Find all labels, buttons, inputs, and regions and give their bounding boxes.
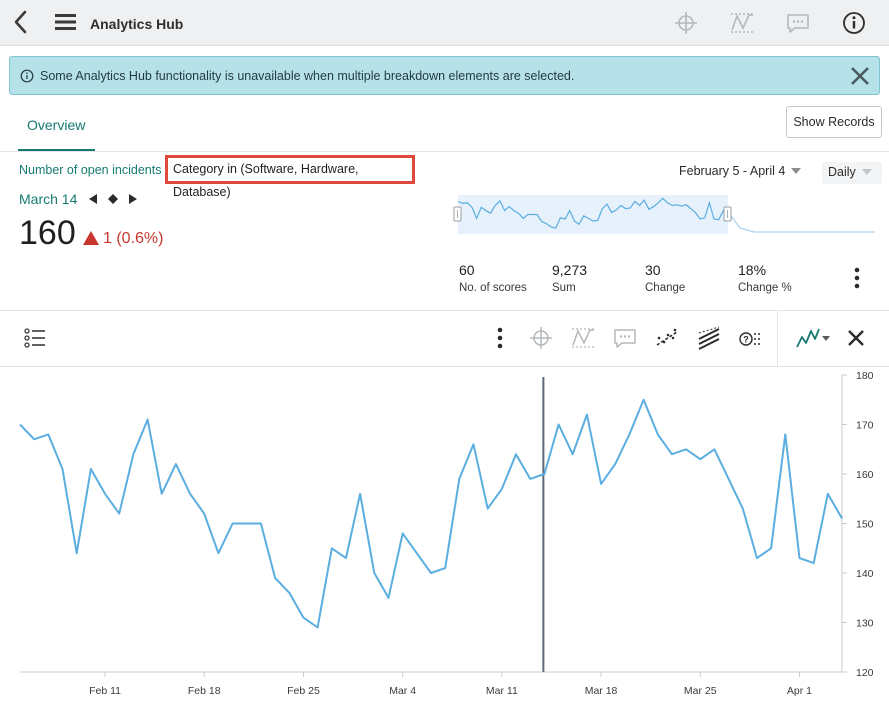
- x-tick-label: Feb 18: [188, 685, 221, 697]
- comment-icon[interactable]: [612, 325, 638, 351]
- y-tick-label: 170: [856, 420, 874, 432]
- stat-value: 9,273: [552, 262, 588, 278]
- banner-message: Some Analytics Hub functionality is unav…: [40, 69, 575, 83]
- y-tick-label: 180: [856, 370, 874, 382]
- app-title: Analytics Hub: [90, 16, 184, 32]
- bands-icon[interactable]: [696, 325, 722, 351]
- frequency-select[interactable]: Daily: [822, 162, 882, 184]
- show-records-button[interactable]: Show Records: [786, 106, 882, 138]
- hamburger-menu-icon[interactable]: [55, 12, 77, 32]
- diamond-icon[interactable]: [106, 192, 120, 206]
- y-tick-label: 140: [856, 568, 874, 580]
- x-tick-label: Apr 1: [787, 685, 812, 697]
- stat-label: Change: [645, 282, 686, 294]
- breakdown-filter[interactable]: Category in (Software, Hardware, Databas…: [165, 155, 415, 199]
- chevron-down-icon: [862, 169, 872, 175]
- scatter-question-icon[interactable]: ?: [738, 325, 764, 351]
- x-tick-label: Mar 4: [389, 685, 416, 697]
- triangle-up-icon: [83, 231, 99, 245]
- selected-range-band: [458, 195, 728, 234]
- tab-divider: [0, 151, 889, 152]
- x-tick-label: Mar 18: [585, 685, 618, 697]
- x-tick-label: Feb 11: [89, 685, 121, 697]
- comment-icon[interactable]: [785, 10, 811, 36]
- toolbar-divider-bottom: [0, 366, 889, 367]
- chevron-left-icon[interactable]: [10, 9, 32, 35]
- x-axis-ticks: Feb 11 Feb 18 Feb 25 Mar 4 Mar 11 Mar 18 Mar 2…: [89, 672, 812, 697]
- sparkline-range-selector[interactable]: [450, 190, 875, 245]
- tab-overview[interactable]: Overview: [18, 107, 95, 151]
- previous-arrow-icon[interactable]: [86, 192, 100, 206]
- trend-line-icon[interactable]: [570, 325, 596, 351]
- stat-change: 30 Change: [645, 262, 685, 294]
- line-chart-type-icon[interactable]: [795, 325, 833, 351]
- y-tick-label: 130: [856, 618, 874, 630]
- sparkline-forecast-tail: [727, 211, 875, 233]
- stat-no-of-scores: 60 No. of scores: [459, 262, 527, 294]
- stat-label: Change %: [738, 282, 792, 294]
- toolbar-divider-top: [0, 310, 889, 311]
- stat-value: 30: [645, 262, 661, 278]
- stat-label: Sum: [552, 282, 576, 294]
- list-icon[interactable]: [22, 325, 48, 351]
- stat-change-percent: 18% Change %: [738, 262, 792, 294]
- close-icon[interactable]: [843, 325, 869, 351]
- current-date: March 14: [19, 191, 78, 207]
- score-change: 1 (0.6%): [103, 230, 164, 247]
- stat-label: No. of scores: [459, 282, 527, 294]
- score-value: 160: [19, 214, 76, 252]
- info-circle-icon: [20, 69, 34, 83]
- more-vertical-icon[interactable]: [487, 325, 513, 351]
- trend-line-icon[interactable]: [729, 10, 755, 36]
- y-tick-label: 120: [856, 667, 874, 679]
- svg-text:?: ?: [743, 335, 749, 345]
- date-range-selector[interactable]: February 5 - April 4: [679, 164, 786, 178]
- toolbar-separator: [777, 311, 778, 366]
- indicator-name-text: Number of open incidents: [19, 163, 162, 177]
- close-icon[interactable]: [849, 65, 871, 87]
- target-icon[interactable]: [528, 325, 554, 351]
- indicator-name[interactable]: Number of open incidents :: [19, 163, 168, 177]
- next-arrow-icon[interactable]: [126, 192, 140, 206]
- more-vertical-icon[interactable]: [850, 266, 864, 290]
- sparkline: [457, 197, 729, 229]
- series-line[interactable]: [19, 398, 843, 629]
- line-chart[interactable]: 120 130 140 150 160 170 180 Feb 11 Feb 18 Feb 25…: [0, 367, 889, 707]
- y-tick-label: 160: [856, 469, 874, 481]
- target-icon[interactable]: [673, 10, 699, 36]
- info-icon[interactable]: [841, 10, 867, 36]
- stat-sum: 9,273 Sum: [552, 262, 587, 294]
- y-tick-label: 150: [856, 519, 874, 531]
- x-tick-label: Mar 25: [684, 685, 717, 697]
- stat-value: 60: [459, 262, 475, 278]
- info-banner: Some Analytics Hub functionality is unav…: [9, 56, 880, 95]
- y-axis-ticks: 120 130 140 150 160 170 180: [842, 370, 874, 679]
- x-tick-label: Mar 11: [486, 685, 518, 697]
- forecast-icon[interactable]: [654, 325, 680, 351]
- stat-value: 18%: [738, 262, 767, 278]
- x-tick-label: Feb 25: [287, 685, 320, 697]
- chevron-down-icon: [791, 168, 801, 174]
- top-bar: Analytics Hub: [0, 0, 889, 46]
